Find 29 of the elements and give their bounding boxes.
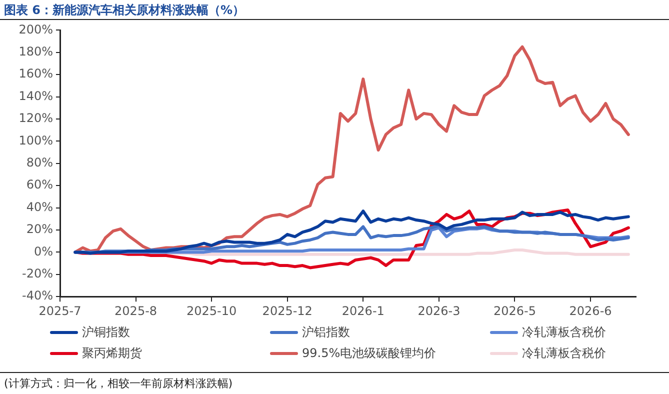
x-tick-label: 2025-10 <box>186 304 237 318</box>
x-tick-label: 2025-7 <box>38 304 82 318</box>
y-tick-label: -20% <box>22 266 53 281</box>
legend-label: 99.5%电池级碳酸锂均价 <box>302 345 436 362</box>
y-tick-label: 0% <box>34 244 53 258</box>
y-tick-label: 140% <box>18 88 53 103</box>
x-tick-label: 2026-5 <box>493 304 536 318</box>
legend-label: 沪铜指数 <box>82 324 130 341</box>
y-tick-label: 20% <box>26 222 53 236</box>
x-tick-label: 2026-1 <box>342 304 384 318</box>
legend-label: 聚丙烯期货 <box>82 345 142 362</box>
y-tick-label: 160% <box>18 66 53 81</box>
x-tick-label: 2026-3 <box>418 304 460 318</box>
legend-label: 冷轧薄板含税价 <box>522 345 606 362</box>
y-tick-label: 200% <box>18 22 53 36</box>
y-tick-label: 100% <box>18 133 53 148</box>
x-tick-label: 2025-12 <box>262 304 312 318</box>
x-tick-label: 2026-6 <box>569 304 612 318</box>
x-tick-label: 2025-8 <box>114 304 158 318</box>
y-tick-label: 180% <box>18 44 53 59</box>
y-tick-label: 120% <box>18 111 53 126</box>
text: (计算方式：归一化，相较一年前原材料涨跌幅) <box>4 376 233 391</box>
y-tick-label: -40% <box>22 288 53 303</box>
y-tick-label: 60% <box>26 178 53 192</box>
y-tick-label: 40% <box>26 200 53 214</box>
legend-label: 冷轧薄板含税价 <box>522 324 606 341</box>
legend-label: 沪铝指数 <box>302 324 350 341</box>
y-tick-label: 80% <box>26 156 53 170</box>
chart-title: 图表 6：新能源汽车相关原材料涨跌幅（%） <box>4 2 245 19</box>
